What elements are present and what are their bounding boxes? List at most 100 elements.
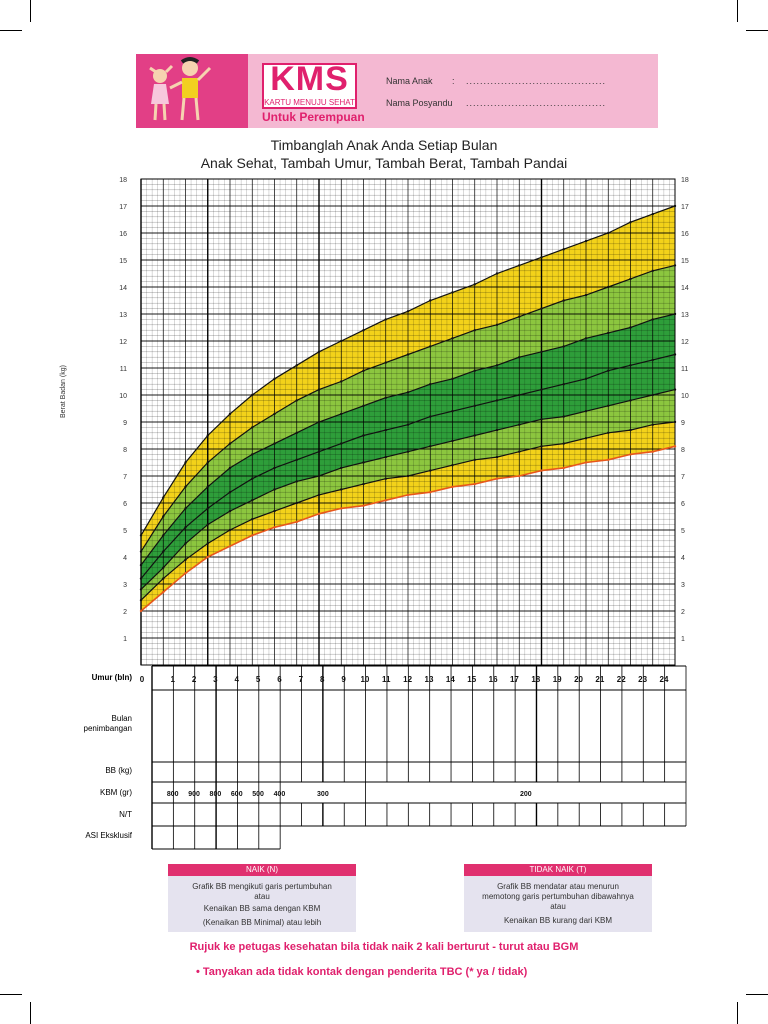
age-month-label: 23 [638, 675, 647, 684]
curve-point [495, 323, 499, 326]
y-tick-label: 2 [681, 609, 685, 616]
legend-naik-line: atau [254, 892, 270, 901]
chart-title-line2: Anak Sehat, Tambah Umur, Tambah Berat, T… [200, 155, 568, 171]
row-label-month-1: Bulan [111, 714, 132, 723]
curve-point [295, 520, 298, 524]
age-month-label: 1 [170, 675, 175, 684]
curve-point [340, 466, 343, 470]
curve-point [518, 356, 521, 359]
y-tick-label: 3 [681, 582, 685, 589]
curve-point [162, 515, 165, 518]
y-tick-label: 18 [681, 177, 689, 184]
curve-point [451, 291, 454, 294]
curve-point [317, 493, 321, 497]
curve-point [562, 442, 565, 445]
curve-point [273, 526, 276, 529]
curve-point [651, 269, 654, 272]
curve-point [562, 415, 565, 418]
children-illustration [136, 54, 248, 128]
y-tick-label: 7 [681, 474, 685, 481]
curve-point [451, 410, 454, 413]
curve-point [540, 469, 543, 472]
age-month-label: 14 [446, 675, 455, 684]
curve-point [562, 466, 565, 470]
legend-naik-line: (Kenaikan BB Minimal) atau lebih [202, 918, 322, 927]
curve-point [295, 501, 298, 505]
curve-point [673, 445, 677, 448]
curve-point [406, 310, 410, 313]
curve-point [673, 312, 677, 316]
row-label-age: Umur (bln) [91, 673, 132, 682]
child-name-field[interactable]: ........................................ [466, 76, 607, 86]
curve-point [228, 442, 232, 445]
curve-point [473, 329, 476, 332]
curve-point [673, 264, 677, 267]
curve-point [251, 534, 254, 537]
curve-point [317, 512, 321, 515]
age-month-label: 13 [425, 675, 434, 684]
curve-point [629, 364, 632, 367]
curve-point [139, 563, 143, 567]
curve-point [584, 293, 588, 297]
kbm-value: 600 [231, 791, 243, 798]
curve-point [562, 383, 565, 386]
curve-point [340, 380, 343, 383]
curve-point [273, 412, 276, 416]
curve-point [340, 507, 343, 510]
chart-title-line1: Timbanglah Anak Anda Setiap Bulan [270, 137, 498, 153]
y-tick-label: 10 [119, 393, 127, 400]
y-tick-label: 11 [681, 366, 688, 373]
curve-point [673, 353, 677, 356]
curve-point [228, 509, 232, 513]
curve-point [362, 434, 365, 437]
curve-point [184, 542, 187, 545]
curve-point [251, 518, 254, 521]
crop-mark [746, 30, 768, 31]
curve-point [295, 364, 298, 367]
y-tick-label: 11 [120, 366, 127, 373]
curve-point [629, 277, 632, 281]
curve-point [584, 461, 588, 464]
curve-point [384, 396, 387, 399]
curve-point [228, 545, 232, 548]
curve-point [340, 442, 343, 445]
kms-logo: KMS [270, 60, 349, 98]
tbc-question: • Tanyakan ada tidak kontak dengan pende… [196, 966, 528, 978]
curve-point [429, 469, 432, 472]
curve-point [317, 474, 321, 478]
curve-point [406, 423, 410, 426]
curve-point [651, 212, 654, 216]
posyandu-field[interactable]: ........................................ [466, 98, 607, 108]
y-tick-label: 17 [119, 204, 127, 211]
curve-point [206, 523, 209, 526]
curve-point [384, 455, 387, 459]
crop-mark [0, 30, 22, 31]
curve-point [651, 318, 654, 321]
age-month-label: 15 [467, 675, 476, 684]
curve-point [429, 345, 432, 348]
curve-point [540, 418, 543, 421]
legend-tidak-line: memotong garis pertumbuhan dibawahnya [482, 892, 634, 901]
curve-point [251, 426, 254, 429]
age-month-label: 12 [403, 675, 412, 684]
y-tick-label: 8 [681, 447, 685, 454]
curve-point [184, 485, 187, 488]
curve-point [629, 326, 632, 329]
curve-point [651, 450, 654, 453]
legend-tidak-box [464, 868, 652, 932]
curve-point [584, 377, 588, 380]
curve-point [406, 474, 410, 478]
curve-point [673, 420, 677, 424]
kbm-value: 400 [274, 791, 286, 798]
curve-point [384, 318, 387, 321]
child-name-label: Nama Anak [386, 76, 433, 86]
legend-tidak-line: atau [550, 902, 566, 911]
row-label-kbm: KBM (gr) [100, 788, 132, 797]
curve-point [162, 577, 165, 580]
curve-point [584, 337, 588, 340]
curve-point [429, 299, 432, 302]
curve-point [295, 458, 298, 461]
y-tick-label: 18 [119, 177, 127, 184]
crop-mark [30, 1002, 31, 1024]
y-tick-label: 6 [681, 501, 685, 508]
